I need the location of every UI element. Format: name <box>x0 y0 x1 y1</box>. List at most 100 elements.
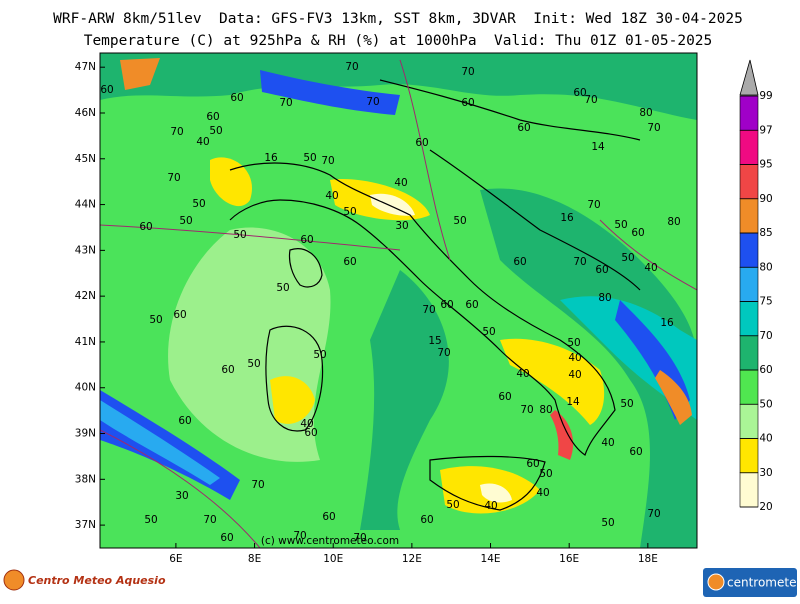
colorbar-segment <box>739 335 759 371</box>
lon-tick-label: 10E <box>323 553 343 565</box>
right-logo: centrometeo <box>727 576 800 590</box>
contour-label: 50 <box>144 514 157 526</box>
contour-label: 60 <box>343 256 356 268</box>
contour-label: 80 <box>667 216 680 228</box>
contour-label: 60 <box>206 111 219 123</box>
contour-label: 60 <box>173 309 186 321</box>
left-logo-icon <box>3 569 25 591</box>
colorbar-segment <box>739 301 759 337</box>
lat-tick-label: 37N <box>75 519 96 531</box>
contour-label: 40 <box>516 368 529 380</box>
contour-label: 14 <box>591 141 605 153</box>
colorbar-segment <box>739 266 759 302</box>
contour-label: 60 <box>221 364 234 376</box>
contour-label: 60 <box>230 92 243 104</box>
contour-label: 70 <box>279 97 292 109</box>
contour-label: 70 <box>167 172 180 184</box>
colorbar-tick-label: 90 <box>759 193 772 205</box>
lon-tick-label: 18E <box>638 553 658 565</box>
colorbar-tick-label: 40 <box>759 433 772 445</box>
contour-label: 70 <box>573 256 586 268</box>
contour-label: 40 <box>568 369 581 381</box>
colorbar-segment <box>739 403 759 439</box>
colorbar-tick-label: 70 <box>759 330 772 342</box>
contour-label: 60 <box>629 446 642 458</box>
contour-label: 50 <box>620 398 633 410</box>
contour-label: 60 <box>465 299 478 311</box>
contour-label: 50 <box>303 152 316 164</box>
colorbar-segment <box>739 129 759 165</box>
contour-label: 40 <box>601 437 614 449</box>
colorbar-tick-label: 80 <box>759 261 772 273</box>
colorbar-tick-label: 95 <box>759 159 772 171</box>
header-line-2: Temperature (C) at 925hPa & RH (%) at 10… <box>84 33 713 49</box>
contour-label: 70 <box>293 530 306 542</box>
contour-label: 70 <box>422 304 435 316</box>
colorbar-cap <box>739 59 759 96</box>
lat-tick-label: 42N <box>75 290 96 302</box>
contour-label: 70 <box>321 155 334 167</box>
colorbar-segment <box>739 95 759 131</box>
contour-label: 60 <box>513 256 526 268</box>
contour-label: 50 <box>614 219 627 231</box>
colorbar-segment <box>739 232 759 268</box>
contour-label: 40 <box>644 262 657 274</box>
colorbar-tick-label: 60 <box>759 364 772 376</box>
contour-label: 60 <box>300 234 313 246</box>
contour-label: 50 <box>539 468 552 480</box>
colorbar-tick-label: 30 <box>759 467 772 479</box>
lon-tick-label: 8E <box>248 553 261 565</box>
contour-label: 30 <box>175 490 188 502</box>
contour-label: 40 <box>196 136 209 148</box>
contour-label: 70 <box>461 66 474 78</box>
contour-label: 70 <box>203 514 216 526</box>
lat-tick-label: 47N <box>75 61 96 73</box>
contour-label: 16 <box>264 152 278 164</box>
header-line-1: WRF-ARW 8km/51lev Data: GFS-FV3 13km, SS… <box>53 11 743 27</box>
lat-tick-label: 43N <box>75 244 96 256</box>
contour-label: 70 <box>251 479 264 491</box>
map-frame <box>99 52 698 549</box>
contour-label: 70 <box>584 94 597 106</box>
contour-label: 80 <box>639 107 652 119</box>
contour-label: 80 <box>539 404 552 416</box>
contour-label: 50 <box>313 349 326 361</box>
colorbar-tick-label: 50 <box>759 398 772 410</box>
contour-label: 70 <box>647 508 660 520</box>
contour-label: 50 <box>233 229 246 241</box>
contour-label: 80 <box>598 292 611 304</box>
contour-label: 30 <box>395 220 408 232</box>
contour-label: 50 <box>446 499 459 511</box>
contour-label: 40 <box>300 418 313 430</box>
contour-label: 50 <box>276 282 289 294</box>
contour-label: 50 <box>601 517 614 529</box>
colorbar-segment <box>739 472 759 508</box>
contour-label: 60 <box>322 511 335 523</box>
colorbar-tick-label: 97 <box>759 124 772 136</box>
contour-label: 50 <box>482 326 495 338</box>
contour-label: 40 <box>394 177 407 189</box>
contour-label: 14 <box>566 396 580 408</box>
contour-label: 70 <box>647 122 660 134</box>
lon-tick-label: 14E <box>481 553 501 565</box>
colorbar-segment <box>739 198 759 234</box>
lon-tick-label: 16E <box>559 553 579 565</box>
contour-label: 50 <box>247 358 260 370</box>
lat-tick-label: 46N <box>75 107 96 119</box>
contour-label: 50 <box>621 252 634 264</box>
lat-tick-label: 40N <box>75 382 96 394</box>
contour-label: 70 <box>520 404 533 416</box>
contour-label: 16 <box>560 212 574 224</box>
contour-label: 40 <box>536 487 549 499</box>
contour-label: 40 <box>484 500 497 512</box>
left-logo: Centro Meteo Aquesio <box>28 574 166 587</box>
contour-label: 70 <box>345 61 358 73</box>
contour-label: 60 <box>420 514 433 526</box>
contour-label: 50 <box>149 314 162 326</box>
colorbar-tick-label: 20 <box>759 501 772 513</box>
contour-label: 50 <box>192 198 205 210</box>
contour-label: 60 <box>220 532 233 544</box>
lon-tick-label: 12E <box>402 553 422 565</box>
right-logo-box <box>703 568 797 597</box>
